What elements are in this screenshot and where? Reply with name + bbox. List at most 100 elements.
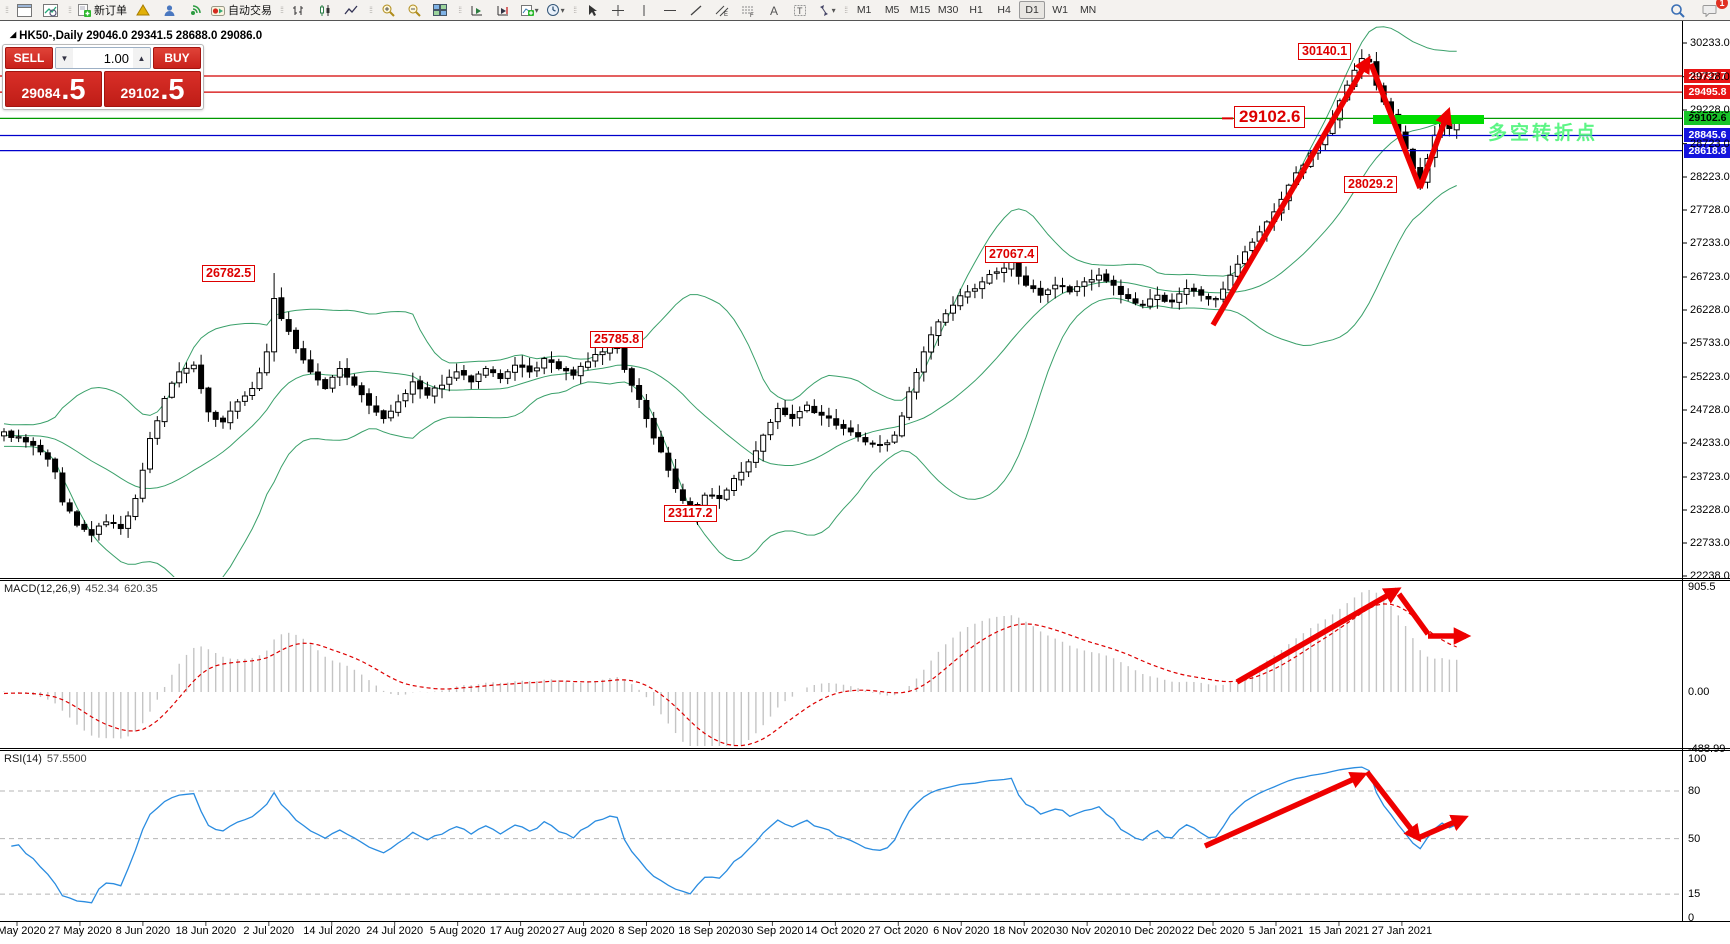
market-icon[interactable]	[156, 0, 182, 20]
price-axis-tick: 24233.0	[1690, 437, 1730, 449]
sell-button[interactable]: SELL	[5, 47, 53, 69]
macd-indicator	[3, 589, 1458, 747]
date-axis-label: 22 Dec 2020	[1181, 925, 1245, 937]
volume-increase-button[interactable]: ▲	[133, 48, 150, 68]
toolbar-grip: ⁞⁞	[68, 5, 72, 15]
price-axis-tick: 25223.0	[1690, 371, 1730, 383]
equidistant-channel-icon[interactable]: E	[709, 0, 735, 20]
quotes-icon[interactable]	[130, 0, 156, 20]
toolbar-group-windows	[11, 0, 63, 20]
zoom-in-icon[interactable]	[375, 0, 401, 20]
fibonacci-icon[interactable]: F	[735, 0, 761, 20]
timeframe-mn[interactable]: MN	[1079, 4, 1097, 16]
timeframe-m5[interactable]: M5	[884, 4, 900, 16]
rsi-axis-tick: 100	[1688, 753, 1707, 766]
trend-arrows-main[interactable]	[1210, 55, 1452, 327]
timeframe-d1[interactable]: D1	[1019, 1, 1046, 19]
price-axis-tick: 23723.0	[1690, 471, 1730, 483]
date-axis-label: 5 Jan 2021	[1248, 925, 1304, 937]
toolbar-group-chart-type	[286, 0, 364, 20]
bar-chart-icon[interactable]	[286, 0, 312, 20]
periods-icon[interactable]: ▾	[542, 0, 568, 20]
price-axis-tick: 28223.0	[1690, 171, 1730, 183]
timeframe-m1[interactable]: M1	[856, 4, 872, 16]
dropdown-caret: ▾	[534, 5, 539, 15]
price-annotation-label[interactable]: 30140.1	[1298, 43, 1352, 60]
price-annotation-label[interactable]: 23117.2	[664, 505, 717, 522]
price-annotation-label[interactable]: 28029.2	[1344, 176, 1398, 193]
community-icon[interactable]: 1	[1696, 0, 1728, 20]
highlight-zone[interactable]	[1373, 115, 1484, 124]
date-axis-label: 17 Aug 2020	[489, 925, 552, 937]
horizontal-line-icon[interactable]	[657, 0, 683, 20]
chart-shift-icon[interactable]	[490, 0, 516, 20]
date-axis-label: 18 Nov 2020	[992, 925, 1056, 937]
signals-icon[interactable]	[182, 0, 208, 20]
timeframe-m15[interactable]: M15	[909, 4, 931, 16]
text-icon[interactable]: A	[761, 0, 787, 20]
volume-value[interactable]: 1.00	[73, 48, 133, 68]
price-annotation-label[interactable]: 25785.8	[590, 331, 644, 348]
date-axis-label: 24 Jul 2020	[366, 925, 424, 937]
trendline-icon[interactable]	[683, 0, 709, 20]
date-axis-label: 27 Jan 2021	[1371, 925, 1433, 937]
cursor-icon[interactable]	[579, 0, 605, 20]
price-annotation-label[interactable]: 26782.5	[202, 265, 256, 282]
price-badge: 29495.8	[1684, 85, 1730, 100]
toolbar-group-timeframes: M1 M5 M15 M30 H1 H4 D1 W1 MN	[850, 0, 1102, 20]
autotrading-button[interactable]: 自动交易	[208, 0, 275, 20]
sell-price: 29084	[21, 85, 61, 101]
zoom-out-icon[interactable]	[401, 0, 427, 20]
tile-windows-icon[interactable]	[427, 0, 453, 20]
autotrading-label: 自动交易	[228, 5, 273, 17]
rsi-axis-tick: 15	[1688, 888, 1701, 901]
vertical-line-icon[interactable]	[631, 0, 657, 20]
text-label-icon[interactable]: T	[787, 0, 813, 20]
date-axis-label: 5 May 2020	[0, 925, 46, 937]
price-annotation-label[interactable]: 29102.6	[1234, 106, 1306, 128]
price-annotation-label[interactable]: 27067.4	[985, 246, 1039, 263]
candlestick-chart-icon[interactable]	[312, 0, 338, 20]
buy-price-box[interactable]: 29102.5	[104, 71, 201, 107]
timeframe-h1[interactable]: H1	[969, 4, 983, 16]
chart-profile-icon[interactable]	[37, 0, 63, 20]
date-axis-label: 18 Sep 2020	[678, 925, 741, 937]
date-axis-label: 27 May 2020	[48, 925, 112, 937]
macd-axis-tick: 0.00	[1688, 686, 1710, 698]
svg-text:F: F	[750, 13, 754, 17]
toolbar-group-trade: 新订单 自动交易	[74, 0, 275, 20]
line-chart-icon[interactable]	[338, 0, 364, 20]
one-click-trading-panel: SELL ▼ 1.00 ▲ BUY 29084.5 29102.5	[2, 44, 204, 110]
macd-axis-tick: 905.5	[1688, 581, 1716, 593]
date-axis-label: 27 Oct 2020	[868, 925, 929, 937]
timeframe-h4[interactable]: H4	[997, 4, 1011, 16]
bollinger-bands	[3, 26, 1457, 577]
trend-arrows-macd[interactable]	[1235, 587, 1472, 685]
auto-scroll-icon[interactable]	[464, 0, 490, 20]
turning-point-note[interactable]: 多空转折点	[1488, 123, 1599, 144]
price-axis-tick: 29228.0	[1690, 104, 1730, 116]
indicators-icon[interactable]: ▾	[516, 0, 542, 20]
volume-decrease-button[interactable]: ▼	[56, 48, 73, 68]
crosshair-icon[interactable]	[605, 0, 631, 20]
timeframe-w1[interactable]: W1	[1052, 4, 1068, 16]
timeframe-m30[interactable]: M30	[937, 4, 959, 16]
price-axis-tick: 22238.0	[1690, 570, 1730, 582]
price-badge: 29737.7	[1684, 69, 1730, 84]
arrows-icon[interactable]: ▾	[813, 0, 839, 20]
toolbar-grip: ⁞⁞	[573, 5, 577, 15]
date-axis-label: 6 Nov 2020	[933, 925, 990, 937]
symbol-marker-icon: ◢	[10, 30, 17, 39]
buy-price: 29102	[120, 85, 160, 101]
price-axis-tick: 27233.0	[1690, 237, 1730, 249]
date-axis-label: 14 Oct 2020	[805, 925, 866, 937]
new-chart-icon[interactable]	[11, 0, 37, 20]
macd-axis-tick: -488.99	[1688, 742, 1726, 755]
search-icon[interactable]	[1664, 0, 1690, 20]
new-order-button[interactable]: 新订单	[74, 0, 130, 20]
price-axis-tick: 22733.0	[1690, 537, 1730, 549]
trend-arrows-rsi[interactable]	[1203, 770, 1469, 849]
sell-price-box[interactable]: 29084.5	[5, 71, 102, 107]
buy-button[interactable]: BUY	[153, 47, 201, 69]
